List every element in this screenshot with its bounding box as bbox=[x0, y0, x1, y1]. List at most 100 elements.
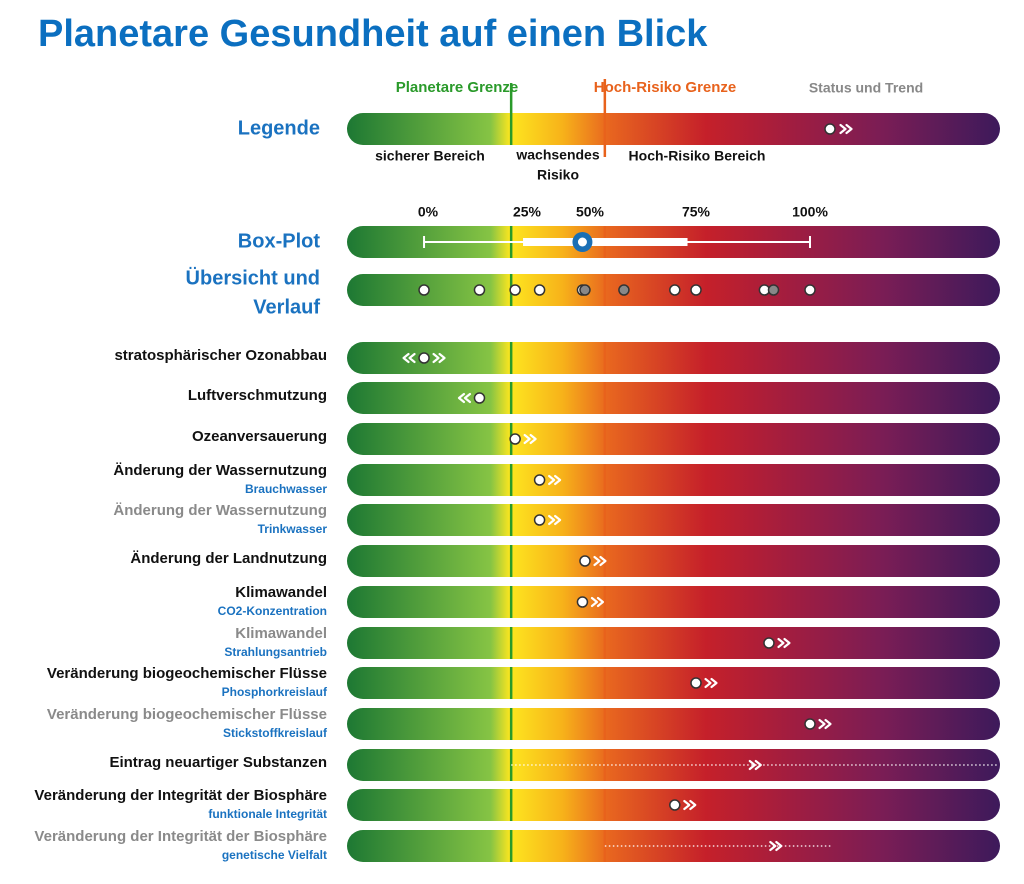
chevron bbox=[689, 799, 697, 811]
status-dot bbox=[509, 284, 521, 296]
box bbox=[523, 238, 688, 246]
row-label: Luftverschmutzung bbox=[188, 387, 327, 404]
risk-bar bbox=[347, 749, 1000, 781]
chevron bbox=[593, 555, 601, 567]
chevron bbox=[710, 677, 718, 689]
row-label: Veränderung biogeochemischer Flüsse bbox=[47, 665, 327, 682]
trend-arrow bbox=[839, 123, 853, 135]
chevron bbox=[599, 555, 607, 567]
risk-bar bbox=[347, 423, 1000, 455]
status-dot bbox=[767, 284, 780, 296]
chevron bbox=[590, 596, 599, 608]
row-label: Veränderung der Integrität der Biosphäre bbox=[34, 828, 327, 845]
row-sublabel: Strahlungsantrieb bbox=[224, 645, 327, 659]
risk-bar bbox=[347, 382, 1000, 414]
risk-bar bbox=[347, 708, 1000, 740]
status-dot bbox=[473, 392, 486, 404]
status-dot bbox=[618, 284, 630, 296]
status-dot bbox=[418, 352, 430, 364]
legend-dot bbox=[824, 123, 836, 135]
chevron bbox=[845, 123, 853, 135]
status-dot bbox=[533, 474, 546, 486]
row-label: Ozeanversauerung bbox=[192, 428, 327, 445]
risk-bar bbox=[347, 504, 1000, 536]
chevron bbox=[438, 352, 446, 364]
section-label: Box-Plot bbox=[238, 230, 321, 252]
chevron bbox=[839, 123, 847, 135]
row-label: stratosphärischer Ozonabbau bbox=[114, 347, 327, 364]
chevron bbox=[547, 474, 556, 486]
chevron bbox=[553, 474, 562, 486]
row-label: Eintrag neuartiger Substanzen bbox=[109, 754, 327, 771]
x-tick-label: 100% bbox=[792, 204, 828, 220]
chevron bbox=[547, 514, 556, 526]
chevron bbox=[523, 433, 531, 445]
status-dot bbox=[804, 284, 816, 296]
high-label: Hoch-Risiko Bereich bbox=[629, 148, 766, 164]
title: Planetare Gesundheit auf einen Blick bbox=[38, 13, 708, 55]
status-dot bbox=[509, 433, 521, 445]
trend-arrow bbox=[777, 637, 791, 649]
trend-arrow bbox=[432, 352, 446, 364]
high-risk-label: Hoch-Risiko Grenze bbox=[594, 79, 737, 96]
chevron bbox=[704, 677, 712, 689]
chevron bbox=[748, 759, 756, 771]
row-label: Klimawandel bbox=[235, 625, 327, 642]
row-sublabel: Brauchwasser bbox=[245, 482, 327, 496]
median-core bbox=[577, 237, 587, 247]
trend-arrow bbox=[523, 433, 537, 445]
section-label: Übersicht und bbox=[186, 266, 320, 289]
x-tick-label: 50% bbox=[576, 204, 605, 220]
status-dot bbox=[473, 284, 486, 296]
section-label: Legende bbox=[238, 117, 320, 139]
row-label: Veränderung biogeochemischer Flüsse bbox=[47, 706, 327, 723]
rising-label: wachsendes bbox=[515, 147, 599, 163]
status-dot bbox=[579, 284, 591, 296]
row-sublabel: funktionale Integrität bbox=[208, 807, 327, 821]
status-dot bbox=[669, 799, 681, 811]
trend-arrow bbox=[593, 555, 607, 567]
chevron bbox=[824, 718, 832, 730]
status-label: Status und Trend bbox=[809, 80, 923, 96]
risk-bar bbox=[347, 586, 1000, 618]
status-dot bbox=[763, 637, 775, 649]
chevron bbox=[529, 433, 537, 445]
trend-arrow bbox=[457, 392, 472, 404]
chevron bbox=[463, 392, 472, 404]
row-sublabel: CO2-Konzentration bbox=[218, 604, 327, 618]
status-dot bbox=[690, 284, 702, 296]
trend-arrow bbox=[818, 718, 832, 730]
risk-bar bbox=[347, 113, 1000, 145]
section-label: Verlauf bbox=[253, 296, 320, 318]
status-dot bbox=[669, 284, 681, 296]
row-label: Klimawandel bbox=[235, 584, 327, 601]
chevron bbox=[457, 392, 466, 404]
trend-arrow bbox=[547, 474, 562, 486]
chevron bbox=[754, 759, 762, 771]
rising-label: Risiko bbox=[537, 167, 579, 183]
chevron bbox=[408, 352, 416, 364]
trend-arrow bbox=[704, 677, 718, 689]
chevron bbox=[783, 637, 791, 649]
chevron bbox=[775, 840, 783, 852]
trend-arrow bbox=[402, 352, 416, 364]
x-tick-label: 75% bbox=[682, 204, 711, 220]
trend-arrow bbox=[769, 840, 783, 852]
trend-arrow bbox=[748, 759, 762, 771]
chevron bbox=[432, 352, 440, 364]
trend-arrow bbox=[590, 596, 605, 608]
row-label: Änderung der Wassernutzung bbox=[113, 502, 327, 519]
row-label: Veränderung der Integrität der Biosphäre bbox=[34, 787, 327, 804]
row-sublabel: genetische Vielfalt bbox=[222, 848, 327, 862]
chevron bbox=[553, 514, 562, 526]
row-sublabel: Stickstoffkreislauf bbox=[223, 726, 328, 740]
risk-bar bbox=[347, 464, 1000, 496]
row-sublabel: Trinkwasser bbox=[258, 522, 328, 536]
chevron bbox=[402, 352, 410, 364]
chevron bbox=[818, 718, 826, 730]
row-label: Änderung der Landnutzung bbox=[130, 550, 327, 567]
chevron bbox=[683, 799, 691, 811]
row-sublabel: Phosphorkreislauf bbox=[222, 685, 328, 699]
chevron bbox=[769, 840, 777, 852]
